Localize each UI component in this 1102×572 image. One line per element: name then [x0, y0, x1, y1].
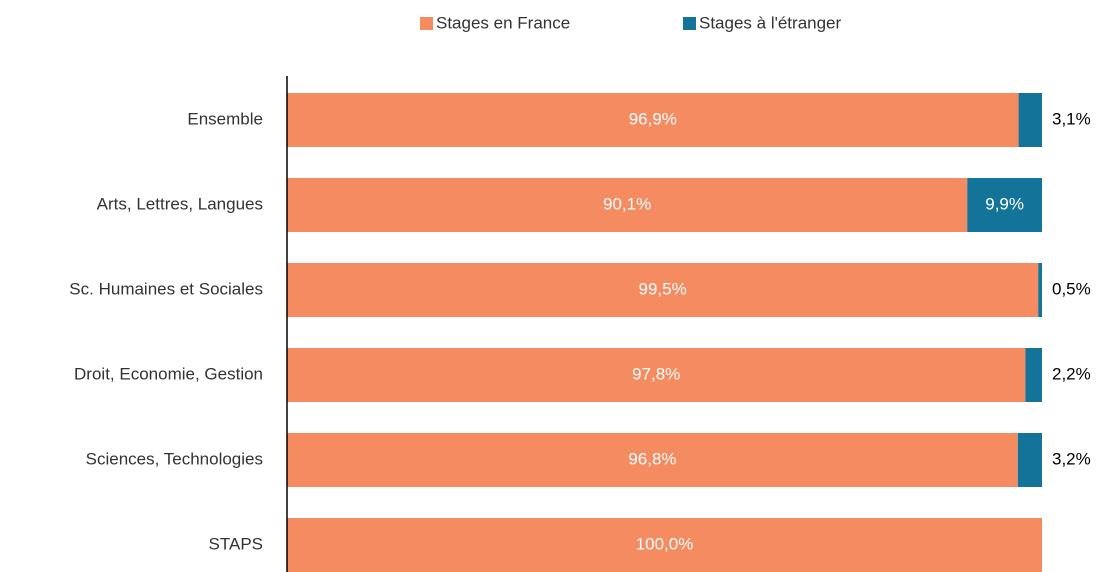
data-label: 9,9% [985, 194, 1024, 213]
bar-segment [287, 518, 1042, 572]
data-label: 2,2% [1052, 364, 1091, 383]
y-tick-label: Arts, Lettres, Langues [97, 194, 263, 213]
y-tick-label: Sciences, Technologies [86, 449, 263, 468]
legend-swatch [420, 17, 433, 30]
data-label: 96,9% [629, 109, 677, 128]
bar-segment [287, 433, 1018, 487]
y-tick-label: Sc. Humaines et Sociales [69, 279, 263, 298]
y-tick-label: Droit, Economie, Gestion [74, 364, 263, 383]
legend-label: Stages en France [436, 13, 570, 32]
bar-segment [1017, 433, 1042, 487]
bar-segment [287, 263, 1039, 317]
bar-segment [967, 178, 1042, 232]
bar-segment [1038, 263, 1042, 317]
bar-segment [1025, 348, 1042, 402]
y-tick-label: STAPS [209, 534, 263, 553]
data-label: 100,0% [636, 534, 694, 553]
data-label: 3,1% [1052, 109, 1091, 128]
bar-segment [1018, 93, 1042, 147]
legend-label: Stages à l'étranger [699, 13, 842, 32]
legend-swatch [683, 17, 696, 30]
data-label: 97,8% [632, 364, 680, 383]
data-label: 0,5% [1052, 279, 1091, 298]
bar-segment [287, 178, 968, 232]
bar-segment [287, 93, 1019, 147]
data-label: 90,1% [603, 194, 651, 213]
y-tick-label: Ensemble [187, 109, 263, 128]
data-label: 99,5% [639, 279, 687, 298]
bar-segment [287, 348, 1026, 402]
data-label: 3,2% [1052, 449, 1091, 468]
data-label: 96,8% [628, 449, 676, 468]
